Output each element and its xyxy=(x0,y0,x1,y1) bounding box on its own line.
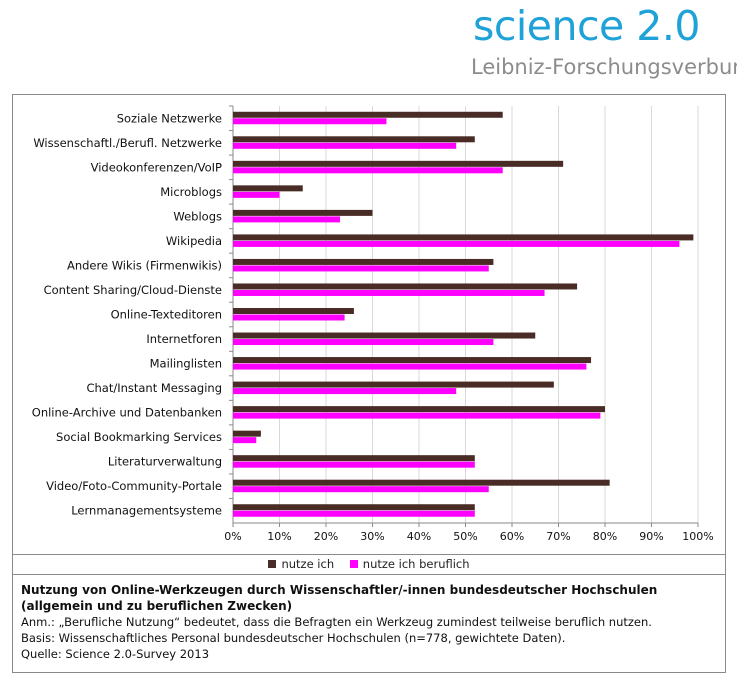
bar xyxy=(233,486,489,493)
caption-source: Quelle: Science 2.0-Survey 2013 xyxy=(21,647,210,661)
bar xyxy=(233,339,494,346)
category-label: Weblogs xyxy=(173,209,222,223)
bar xyxy=(233,412,601,419)
x-tick-label: 60% xyxy=(500,530,524,543)
chart-frame xyxy=(12,94,726,673)
bar xyxy=(233,363,587,370)
caption: Nutzung von Online-Werkzeugen durch Wiss… xyxy=(21,582,721,662)
bar xyxy=(233,437,257,444)
x-tick-label: 80% xyxy=(593,530,617,543)
x-tick-label: 100% xyxy=(682,530,713,543)
logo-title: science 2.0 xyxy=(473,2,701,50)
category-label: Videokonferenzen/VoIP xyxy=(91,160,222,174)
bar xyxy=(233,504,475,511)
bar xyxy=(233,308,354,314)
caption-title-line2: (allgemein und zu beruflichen Zwecken) xyxy=(21,599,293,613)
legend-label: nutze ich beruflich xyxy=(362,557,470,571)
bar xyxy=(233,479,610,486)
category-label: Lernmanagementsysteme xyxy=(71,504,222,518)
bar xyxy=(233,209,373,216)
bar xyxy=(233,265,489,272)
bar xyxy=(233,118,387,125)
bar xyxy=(233,258,494,265)
bar xyxy=(233,388,457,395)
legend-item-nutze-ich-beruflich: nutze ich beruflich xyxy=(349,557,470,571)
bar xyxy=(233,167,503,174)
x-tick-label: 90% xyxy=(639,530,663,543)
x-tick-label: 70% xyxy=(546,530,570,543)
x-tick-label: 50% xyxy=(453,530,477,543)
bar xyxy=(233,234,694,241)
bar xyxy=(233,381,554,388)
category-label: Wissenschaftl./Berufl. Netzwerke xyxy=(33,136,222,150)
legend-swatch-nutze-ich xyxy=(268,560,277,568)
bar xyxy=(233,216,340,223)
category-label: Social Bookmarking Services xyxy=(56,430,222,444)
category-label: Soziale Netzwerke xyxy=(117,111,222,125)
bar xyxy=(233,357,592,364)
bar xyxy=(233,430,261,437)
x-tick-label: 10% xyxy=(267,530,291,543)
bar xyxy=(233,185,303,192)
bar xyxy=(233,283,578,290)
bar xyxy=(233,332,536,339)
logo-subtitle: Leibniz-Forschungsverbund xyxy=(471,55,737,79)
bar xyxy=(233,314,345,321)
legend: nutze ich nutze ich beruflich xyxy=(12,557,726,571)
legend-row: nutze ich nutze ich beruflich xyxy=(12,554,726,575)
caption-title-line1: Nutzung von Online-Werkzeugen durch Wiss… xyxy=(21,583,658,597)
bar xyxy=(233,160,564,167)
legend-label: nutze ich xyxy=(281,557,335,571)
bar xyxy=(233,406,605,413)
legend-swatch-nutze-ich-beruflich xyxy=(349,560,358,568)
bar xyxy=(233,240,680,247)
category-label: Mailinglisten xyxy=(150,357,222,371)
category-label: Online-Archive und Datenbanken xyxy=(32,406,222,420)
x-tick-label: 20% xyxy=(314,530,338,543)
category-label: Content Sharing/Cloud-Dienste xyxy=(44,283,222,297)
category-label: Chat/Instant Messaging xyxy=(86,381,222,395)
category-label: Literaturverwaltung xyxy=(108,455,222,469)
category-label: Online-Texteditoren xyxy=(111,308,222,322)
category-label: Andere Wikis (Firmenwikis) xyxy=(67,258,222,272)
x-tick-label: 40% xyxy=(407,530,431,543)
caption-basis: Basis: Wissenschaftliches Personal bunde… xyxy=(21,631,566,645)
bar xyxy=(233,142,457,149)
category-label: Internetforen xyxy=(146,332,222,346)
x-tick-label: 30% xyxy=(360,530,384,543)
legend-item-nutze-ich: nutze ich xyxy=(268,557,334,571)
category-label: Microblogs xyxy=(160,185,222,199)
category-label: Wikipedia xyxy=(166,234,222,248)
bar xyxy=(233,136,475,143)
bar xyxy=(233,191,280,198)
bar xyxy=(233,510,475,517)
x-tick-label: 0% xyxy=(224,530,241,543)
bar xyxy=(233,455,475,462)
caption-note: Anm.: „Berufliche Nutzung“ bedeutet, das… xyxy=(21,615,652,629)
category-label: Video/Foto-Community-Portale xyxy=(46,479,222,493)
bar xyxy=(233,461,475,468)
bar xyxy=(233,289,545,296)
bar xyxy=(233,111,503,118)
